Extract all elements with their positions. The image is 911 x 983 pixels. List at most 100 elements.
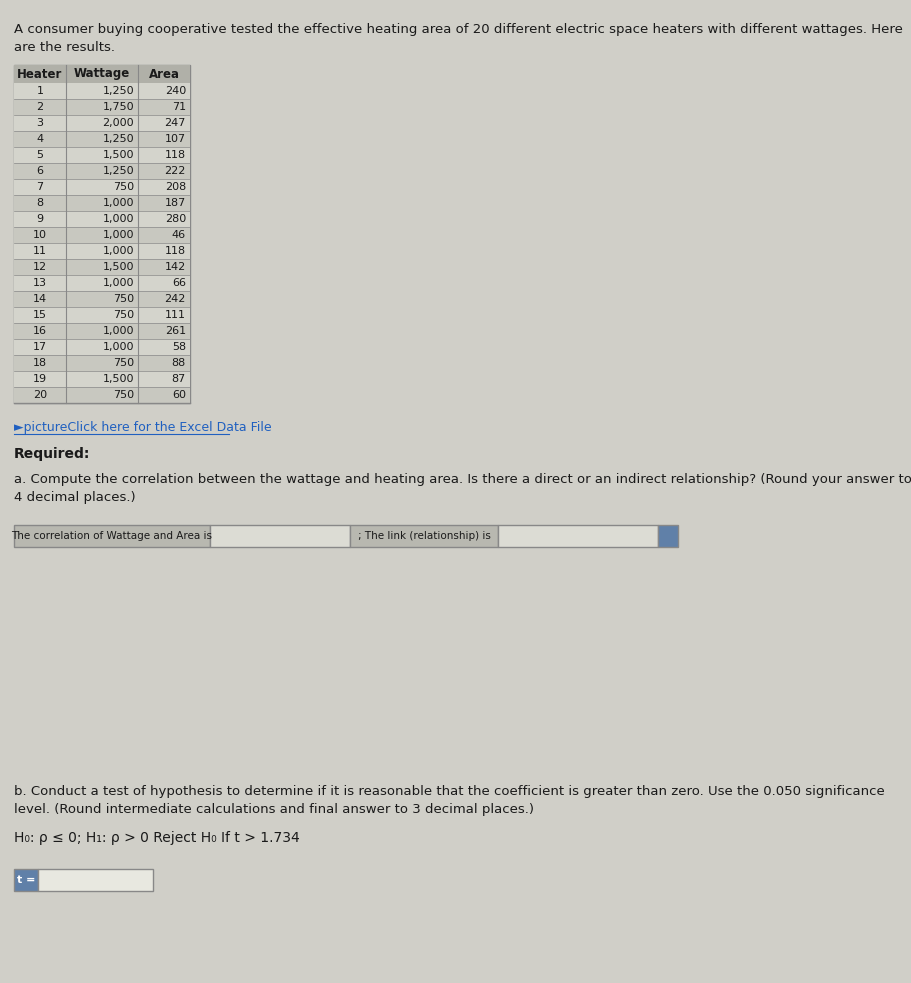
- Text: 1,250: 1,250: [102, 86, 134, 96]
- Text: 242: 242: [165, 294, 186, 304]
- Text: 750: 750: [113, 390, 134, 400]
- Bar: [14, 99, 189, 115]
- Text: 20: 20: [33, 390, 47, 400]
- Bar: [14, 179, 189, 195]
- Text: 1,000: 1,000: [102, 246, 134, 256]
- Text: Wattage: Wattage: [74, 68, 130, 81]
- Text: 60: 60: [172, 390, 186, 400]
- Text: 71: 71: [171, 102, 186, 112]
- Text: 46: 46: [171, 230, 186, 240]
- Bar: [14, 243, 189, 259]
- Text: 7: 7: [36, 182, 44, 192]
- Bar: [14, 339, 189, 355]
- Text: 4: 4: [36, 134, 44, 144]
- Text: 1,250: 1,250: [102, 134, 134, 144]
- Text: 8: 8: [36, 198, 44, 208]
- Text: 3: 3: [36, 118, 44, 128]
- Bar: [14, 65, 189, 403]
- Text: 88: 88: [171, 358, 186, 368]
- Bar: [14, 275, 189, 291]
- Text: 12: 12: [33, 262, 47, 272]
- Text: 187: 187: [165, 198, 186, 208]
- Text: A consumer buying cooperative tested the effective heating area of 20 different : A consumer buying cooperative tested the…: [14, 23, 902, 54]
- Text: 2: 2: [36, 102, 44, 112]
- Text: ►pictureClick here for the Excel Data File: ►pictureClick here for the Excel Data Fi…: [14, 421, 271, 434]
- Text: 19: 19: [33, 374, 47, 384]
- Text: 1,250: 1,250: [102, 166, 134, 176]
- Text: 10: 10: [33, 230, 47, 240]
- Bar: [657, 525, 677, 547]
- Text: 1,000: 1,000: [102, 230, 134, 240]
- Text: b. Conduct a test of hypothesis to determine if it is reasonable that the coeffi: b. Conduct a test of hypothesis to deter…: [14, 785, 884, 816]
- Text: 14: 14: [33, 294, 47, 304]
- Text: 15: 15: [33, 310, 47, 320]
- Text: 222: 222: [165, 166, 186, 176]
- Text: 58: 58: [171, 342, 186, 352]
- Text: Heater: Heater: [17, 68, 63, 81]
- Bar: [14, 115, 189, 131]
- Text: 107: 107: [165, 134, 186, 144]
- Text: H₀: ρ ≤ 0; H₁: ρ > 0 Reject H₀ If t > 1.734: H₀: ρ ≤ 0; H₁: ρ > 0 Reject H₀ If t > 1.…: [14, 831, 300, 845]
- Text: 247: 247: [165, 118, 186, 128]
- Text: Area: Area: [148, 68, 179, 81]
- Text: 261: 261: [165, 326, 186, 336]
- Text: 750: 750: [113, 182, 134, 192]
- Bar: [14, 195, 189, 211]
- Text: 118: 118: [165, 246, 186, 256]
- Text: 2,000: 2,000: [102, 118, 134, 128]
- Text: 1: 1: [36, 86, 44, 96]
- Text: 750: 750: [113, 294, 134, 304]
- Text: 1,000: 1,000: [102, 198, 134, 208]
- Bar: [210, 525, 350, 547]
- Text: 1,500: 1,500: [102, 150, 134, 160]
- Text: 87: 87: [171, 374, 186, 384]
- Bar: [14, 65, 189, 83]
- Text: 1,500: 1,500: [102, 262, 134, 272]
- Text: 13: 13: [33, 278, 47, 288]
- Bar: [14, 131, 189, 147]
- Text: t =: t =: [16, 875, 36, 885]
- Text: 1,000: 1,000: [102, 278, 134, 288]
- Bar: [14, 147, 189, 163]
- Text: 111: 111: [165, 310, 186, 320]
- Bar: [14, 323, 189, 339]
- Text: 750: 750: [113, 310, 134, 320]
- Text: 1,000: 1,000: [102, 342, 134, 352]
- Text: 208: 208: [165, 182, 186, 192]
- Text: 1,000: 1,000: [102, 326, 134, 336]
- Text: 280: 280: [165, 214, 186, 224]
- Bar: [14, 211, 189, 227]
- Bar: [14, 355, 189, 371]
- Text: 5: 5: [36, 150, 44, 160]
- Text: The correlation of Wattage and Area is: The correlation of Wattage and Area is: [12, 531, 212, 541]
- Bar: [14, 869, 38, 891]
- Text: 17: 17: [33, 342, 47, 352]
- Text: 18: 18: [33, 358, 47, 368]
- Text: 1,500: 1,500: [102, 374, 134, 384]
- Text: a. Compute the correlation between the wattage and heating area. Is there a dire: a. Compute the correlation between the w…: [14, 473, 911, 504]
- Text: 11: 11: [33, 246, 47, 256]
- Text: 142: 142: [165, 262, 186, 272]
- Bar: [14, 163, 189, 179]
- Bar: [350, 525, 497, 547]
- Text: ; The link (relationship) is: ; The link (relationship) is: [357, 531, 490, 541]
- Text: 1,000: 1,000: [102, 214, 134, 224]
- Text: Required:: Required:: [14, 447, 90, 461]
- Bar: [14, 387, 189, 403]
- Text: 240: 240: [165, 86, 186, 96]
- Bar: [14, 291, 189, 307]
- Bar: [14, 307, 189, 323]
- Bar: [14, 83, 189, 99]
- Text: 118: 118: [165, 150, 186, 160]
- Text: 16: 16: [33, 326, 47, 336]
- Bar: [14, 227, 189, 243]
- Text: 9: 9: [36, 214, 44, 224]
- Bar: [38, 869, 153, 891]
- Text: 6: 6: [36, 166, 44, 176]
- Bar: [14, 371, 189, 387]
- Bar: [14, 525, 210, 547]
- Bar: [497, 525, 657, 547]
- Text: 66: 66: [172, 278, 186, 288]
- Text: 1,750: 1,750: [102, 102, 134, 112]
- Text: 750: 750: [113, 358, 134, 368]
